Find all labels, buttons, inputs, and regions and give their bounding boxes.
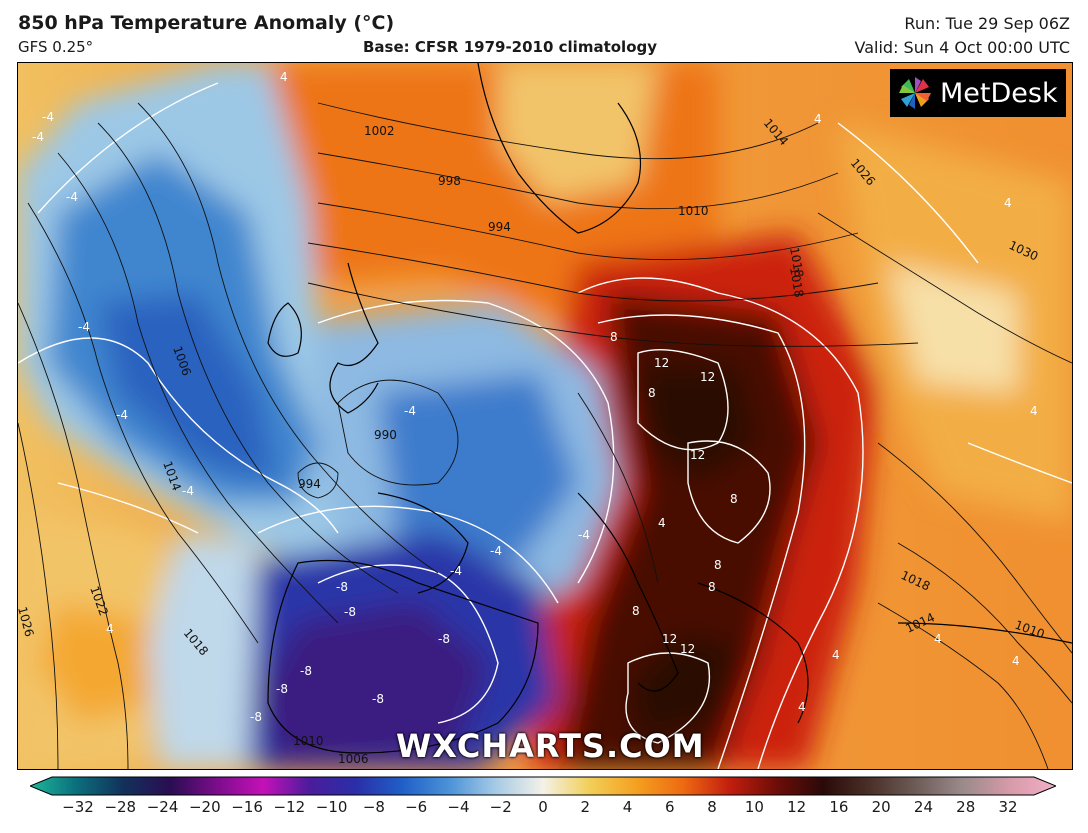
colorbar-tick-label: −28 [104,798,137,816]
model-label: GFS 0.25° [18,38,94,56]
colorbar [30,776,1056,796]
colorbar-tick-label: −16 [231,798,263,816]
anomaly-label: 4 [280,70,288,84]
chart-title: 850 hPa Temperature Anomaly (°C) [18,12,395,34]
colorbar-tick-label: −8 [362,798,385,816]
colorbar-tick-label: 28 [956,798,976,816]
colorbar-bar [30,776,1056,796]
anomaly-label: -8 [344,605,356,619]
climatology-base-label: Base: CFSR 1979-2010 climatology [363,38,658,56]
coastlines [267,63,1072,754]
anomaly-label: -8 [336,580,348,594]
colorbar-tick-label: 16 [829,798,849,816]
anomaly-label: -4 [490,544,502,558]
colorbar-tick-label: −12 [273,798,306,816]
anomaly-label: 4 [1012,654,1020,668]
anomaly-label: 8 [648,386,656,400]
anomaly-label: -4 [116,408,128,422]
valid-time-label: Valid: Sun 4 Oct 00:00 UTC [854,38,1070,57]
colorbar-tick-label: 8 [707,798,717,816]
anomaly-contours [18,82,1072,769]
anomaly-label: -8 [438,632,450,646]
anomaly-label: 4 [934,632,942,646]
anomaly-label: 8 [610,330,618,344]
colorbar-tick-label: −24 [146,798,179,816]
map-canvas: 1002 998 994 1006 1010 990 994 1014 1022… [18,63,1072,769]
anomaly-map: 1002 998 994 1006 1010 990 994 1014 1022… [17,62,1073,770]
colorbar-tick-label: −20 [188,798,221,816]
isobar-label: 1018 [787,246,806,279]
metdesk-logo: MetDesk [890,69,1066,117]
isobar-label: 994 [488,220,511,234]
anomaly-label: 12 [680,642,695,656]
colorbar-tick-label: 0 [538,798,548,816]
isobar-label: 1010 [293,734,324,748]
anomaly-label: -8 [250,710,262,724]
colorbar-tick-label: −32 [62,798,94,816]
anomaly-label: -4 [66,190,78,204]
anomaly-label: -4 [78,320,90,334]
anomaly-label: 4 [106,622,114,636]
colorbar-tick-label: 12 [787,798,807,816]
anomaly-label: 12 [662,632,677,646]
colorbar-tick-label: −10 [315,798,348,816]
colorbar-ticks: −32 −28 −24 −20 −16 −12 −10 −8 −6 −4 −2 0 2 4 6 8 10 12 16… [0,798,1088,822]
colorbar-tick-label: 6 [665,798,675,816]
colorbar-tick-label: 10 [744,798,764,816]
isobar-label: 994 [298,477,321,491]
anomaly-label: -4 [42,110,54,124]
anomaly-label: -4 [578,528,590,542]
colorbar-tick-label: −4 [447,798,470,816]
anomaly-label: 8 [632,604,640,618]
anomaly-label: 12 [654,356,669,370]
anomaly-label: 4 [798,700,806,714]
anomaly-label: -4 [182,484,194,498]
anomaly-label: -8 [300,664,312,678]
watermark: WXCHARTS.COM [396,727,705,765]
anomaly-label: 12 [690,448,705,462]
colorbar-tick-label: 2 [580,798,591,816]
anomaly-label: 12 [700,370,715,384]
isobar-lines [18,102,1072,769]
run-time-label: Run: Tue 29 Sep 06Z [904,14,1070,33]
isobar-label: 990 [374,428,397,442]
colorbar-tick-label: 32 [998,798,1018,816]
anomaly-label: -4 [404,404,416,418]
logo-text: MetDesk [940,77,1058,109]
isobar-label: 1018 [787,266,806,299]
colorbar-tick-label: 4 [622,798,633,816]
anomaly-label: -8 [372,692,384,706]
anomaly-label: 8 [714,558,722,572]
anomaly-label: 8 [730,492,738,506]
colorbar-tick-label: −2 [489,798,512,816]
anomaly-label: 4 [1030,404,1038,418]
colorbar-tick-label: 20 [871,798,891,816]
anomaly-label: 4 [832,648,840,662]
anomaly-labels: -4 -4 -4 -4 -4 -4 4 -4 -4 -4 -4 -8 -8 -8… [32,70,1038,724]
anomaly-label: -4 [450,564,462,578]
anomaly-label: -8 [276,682,288,696]
isobar-label: 1010 [678,204,709,218]
anomaly-field [18,63,1072,769]
isobar-label: 1006 [338,752,369,766]
anomaly-label: 4 [814,112,822,126]
isobar-label: 998 [438,174,461,188]
pinwheel-logo-icon [899,77,931,109]
anomaly-label: 4 [658,516,666,530]
anomaly-label: 4 [1004,196,1012,210]
anomaly-label: -4 [32,130,44,144]
colorbar-tick-label: 24 [913,798,933,816]
anomaly-label: 8 [708,580,716,594]
isobar-label: 1002 [364,124,395,138]
colorbar-tick-label: −6 [405,798,428,816]
